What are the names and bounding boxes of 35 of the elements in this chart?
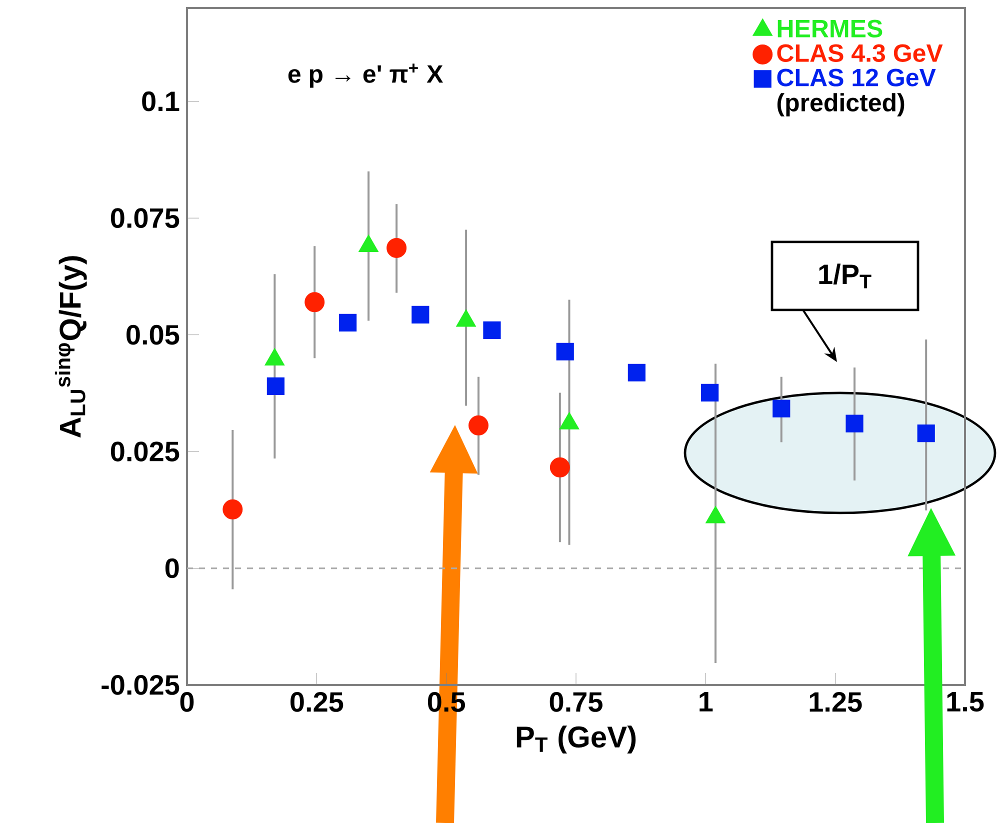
y-tick-label: 0.025 (110, 442, 180, 462)
point (846, 414, 864, 432)
annotation: (predicted) (777, 93, 904, 116)
y-tick-label: 0.05 (126, 324, 180, 345)
point (304, 292, 325, 312)
point (917, 424, 935, 442)
legend-label: CLAS 12 GeV (777, 68, 936, 86)
point (550, 457, 570, 478)
y-tick-label: 0 (165, 558, 179, 578)
y-tick-label: 0.1 (142, 91, 180, 112)
x-tick-label: 0 (180, 692, 194, 712)
point (338, 314, 357, 332)
point (412, 306, 430, 324)
point (556, 342, 574, 360)
point (628, 364, 646, 382)
point (483, 321, 501, 339)
x-tick-label: 0.25 (290, 692, 344, 712)
x-tick-label: 1.5 (947, 692, 984, 712)
y-tick-label: -0.025 (102, 675, 180, 695)
point (266, 377, 284, 395)
point (701, 384, 719, 402)
point (386, 238, 407, 258)
x-tick-label: 1 (700, 692, 713, 712)
legend-label: HERMES (778, 20, 882, 38)
point (222, 499, 243, 520)
legend-label: CLAS 4.3 GeV (777, 44, 943, 62)
x-tick-label: 1.25 (810, 692, 862, 712)
point (772, 400, 790, 418)
annotation: 1/P$_{T}$ (819, 264, 872, 288)
point (468, 415, 488, 436)
y-axis-title: A$_{LU}$$^{sinφ}$Q/F(y) (54, 256, 87, 438)
x-axis-title: P$_{T}$ (GeV) (516, 726, 636, 754)
y-tick-label: 0.075 (110, 208, 180, 228)
annotation: e p → e' π$^{+}$ X (288, 64, 444, 88)
x-tick-label: 0.75 (550, 692, 602, 712)
